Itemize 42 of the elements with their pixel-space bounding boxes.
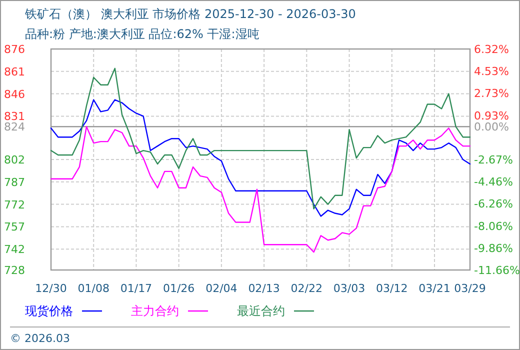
y-tick-label: 876 [4,43,25,56]
line-series [50,126,471,253]
x-tick-label: 03/21 [418,282,450,295]
y-tick-label: 846 [4,88,25,101]
y-tick-label: 824 [4,120,25,134]
y-tick-label: 861 [4,65,25,78]
y2-tick-label: -11.66% [474,264,520,277]
x-tick-label: 03/03 [333,282,366,295]
x-tick-label: 01/08 [78,282,110,295]
y2-tick-label: 6.32% [474,43,509,56]
text: © 2026.03 [10,332,70,345]
x-tick-label: 02/04 [206,282,238,295]
x-tick-label: 12/30 [35,282,67,295]
y2-tick-label: -4.46% [474,176,513,188]
y2-tick-label: -8.06% [474,220,513,233]
legend-label: 主力合约 [131,304,179,318]
y-tick-label: 742 [4,243,25,256]
x-tick-label: 01/17 [120,282,152,295]
y2-tick-label: -9.86% [474,242,513,255]
y2-tick-label: 0.93% [474,109,509,122]
y-tick-label: 757 [4,220,25,234]
line-series [50,99,471,217]
y2-tick-label: -6.26% [474,198,513,211]
x-tick-label: 02/22 [290,282,323,295]
y-tick-label: 831 [4,110,25,124]
chart-title: 铁矿石（澳） 澳大利亚 市场价格 2025-12-30 - 2026-03-30 [24,7,356,21]
y-tick-label: 772 [4,198,25,212]
y2-tick-label: 4.53% [474,65,509,78]
legend-label: 最近合约 [237,304,285,318]
y-tick-label: 728 [4,264,25,277]
x-tick-label: 01/26 [162,282,195,295]
x-tick-label: 03/12 [376,282,408,295]
y2-tick-label: 0.00% [474,120,509,134]
legend-label: 现货价格 [25,304,73,318]
x-tick-label: 02/13 [248,282,280,295]
y2-tick-label: -2.67% [474,154,513,166]
line-series [50,68,471,210]
x-tick-label: 03/29 [454,282,486,295]
y-tick-label: 802 [4,154,25,166]
y2-tick-label: 2.73% [474,87,509,100]
chart-subtitle: 品种:粉 产地:澳大利亚 品位:62% 干湿:湿吨 [25,27,260,41]
y-tick-label: 787 [4,176,25,189]
